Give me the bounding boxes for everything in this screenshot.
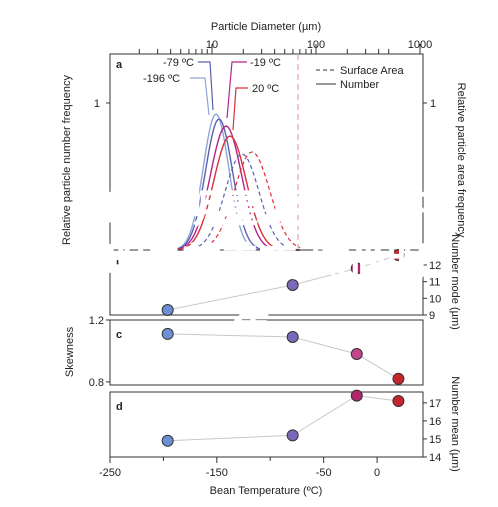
- legend-number-label: Number: [340, 79, 379, 91]
- panel-c-label: c: [116, 329, 122, 341]
- panel-c-frame: [109, 319, 424, 386]
- leader-minus196: [190, 77, 210, 116]
- panel-b-label: b: [116, 259, 123, 271]
- panel-b-point-1: [286, 279, 299, 291]
- top-tick-label-0: 10: [206, 39, 218, 51]
- overlay-line-2: 明星慈善夜,时尚明: [107, 240, 425, 284]
- overlay-line-1: 时尚明星,时尚芭莎: [107, 187, 425, 231]
- label-20: 20 ºC: [252, 83, 279, 95]
- panel-d-ytick-label-2: 16: [429, 416, 441, 428]
- panel-a-left-label: Relative particle number frequency: [61, 75, 73, 245]
- leader-20: [232, 87, 248, 131]
- leader-minus79: [198, 61, 214, 111]
- panel-c-ytick-label-0: 0.8: [89, 377, 104, 389]
- panel-d-frame: [109, 391, 424, 458]
- overlay-line-3: 星: [234, 293, 272, 337]
- panel-b-ytick-label-2: 11: [429, 277, 440, 289]
- top-axis: 10 100 1000: [110, 39, 432, 55]
- panel-d-ytick-label-1: 15: [429, 434, 441, 446]
- bottom-tick-label-0: -250: [99, 467, 121, 479]
- panel-c-point-2: [350, 348, 363, 361]
- panel-b-point-3: [392, 249, 405, 261]
- top-tick-label-2: 1000: [408, 39, 432, 51]
- panel-b-frame: [109, 249, 424, 316]
- label-minus79: -79 ºC: [163, 57, 194, 69]
- panel-a-label: a: [116, 59, 123, 71]
- panel-d-point-0: [161, 434, 174, 447]
- label-minus19: -19 ºC: [250, 57, 281, 69]
- label-minus196: -196 ºC: [143, 73, 180, 85]
- top-axis-title: Particle Diameter (µm): [211, 21, 321, 33]
- overlay-watermark: 时尚明星,时尚芭莎 明星慈善夜,时尚明 星: [106, 187, 425, 338]
- panel-d-ytick-label-3: 17: [429, 398, 441, 410]
- panel-d-right-label: Number mean (µm): [449, 376, 461, 472]
- panel-b-ytick-label-0: 9: [429, 310, 435, 322]
- panel-c-left-label: Skewness: [64, 326, 76, 377]
- panel-d-label: d: [116, 401, 123, 413]
- bottom-tick-label-2: -50: [316, 467, 332, 479]
- panel-c-plot: 0.8 1.2: [89, 315, 405, 389]
- panel-c-ytick-label-1: 1.2: [89, 315, 104, 327]
- panel-c-point-0: [161, 327, 174, 340]
- panel-d-point-1: [286, 429, 299, 442]
- panel-b-right-label: Number mode (µm): [449, 234, 461, 330]
- panel-d-ytick-label-0: 14: [429, 452, 441, 464]
- panel-b-point-0: [161, 304, 174, 316]
- legend-surface-label: Surface Area: [340, 65, 404, 77]
- bottom-tick-label-1: -150: [206, 467, 228, 479]
- top-tick-label-1: 100: [307, 39, 325, 51]
- panel-a-right-label: Relative particle area frequency: [455, 83, 467, 238]
- panel-a-ytick-right-1: 1: [430, 98, 436, 110]
- legend: Surface Area Number: [316, 65, 404, 91]
- panel-b-trend-line: [167, 254, 399, 311]
- panel-d-point-2: [350, 389, 363, 402]
- panel-d-point-3: [392, 395, 405, 408]
- panel-a-ytick-1: 1: [94, 98, 100, 110]
- panel-b-ytick-label-1: 10: [429, 293, 441, 305]
- panel-d-trend-line: [167, 395, 399, 442]
- panel-c-trend-line: [167, 333, 399, 380]
- bottom-axis: -250 -150 -50 0: [99, 457, 380, 479]
- bottom-axis-title: Bean Temperature (ºC): [210, 485, 323, 497]
- panel-c-point-3: [392, 372, 405, 385]
- leader-minus19: [226, 61, 247, 119]
- panel-b-point-2: [350, 262, 363, 275]
- panel-d-plot: 14 15 16 17: [161, 389, 441, 464]
- temperature-labels: -79 ºC -196 ºC -19 ºC 20 ºC: [143, 57, 281, 131]
- panel-b-ytick-label-3: 12: [429, 260, 441, 272]
- panel-c-point-1: [286, 331, 299, 344]
- panel-b-plot: 9 10 11 12: [161, 249, 441, 322]
- bottom-tick-label-3: 0: [374, 467, 380, 479]
